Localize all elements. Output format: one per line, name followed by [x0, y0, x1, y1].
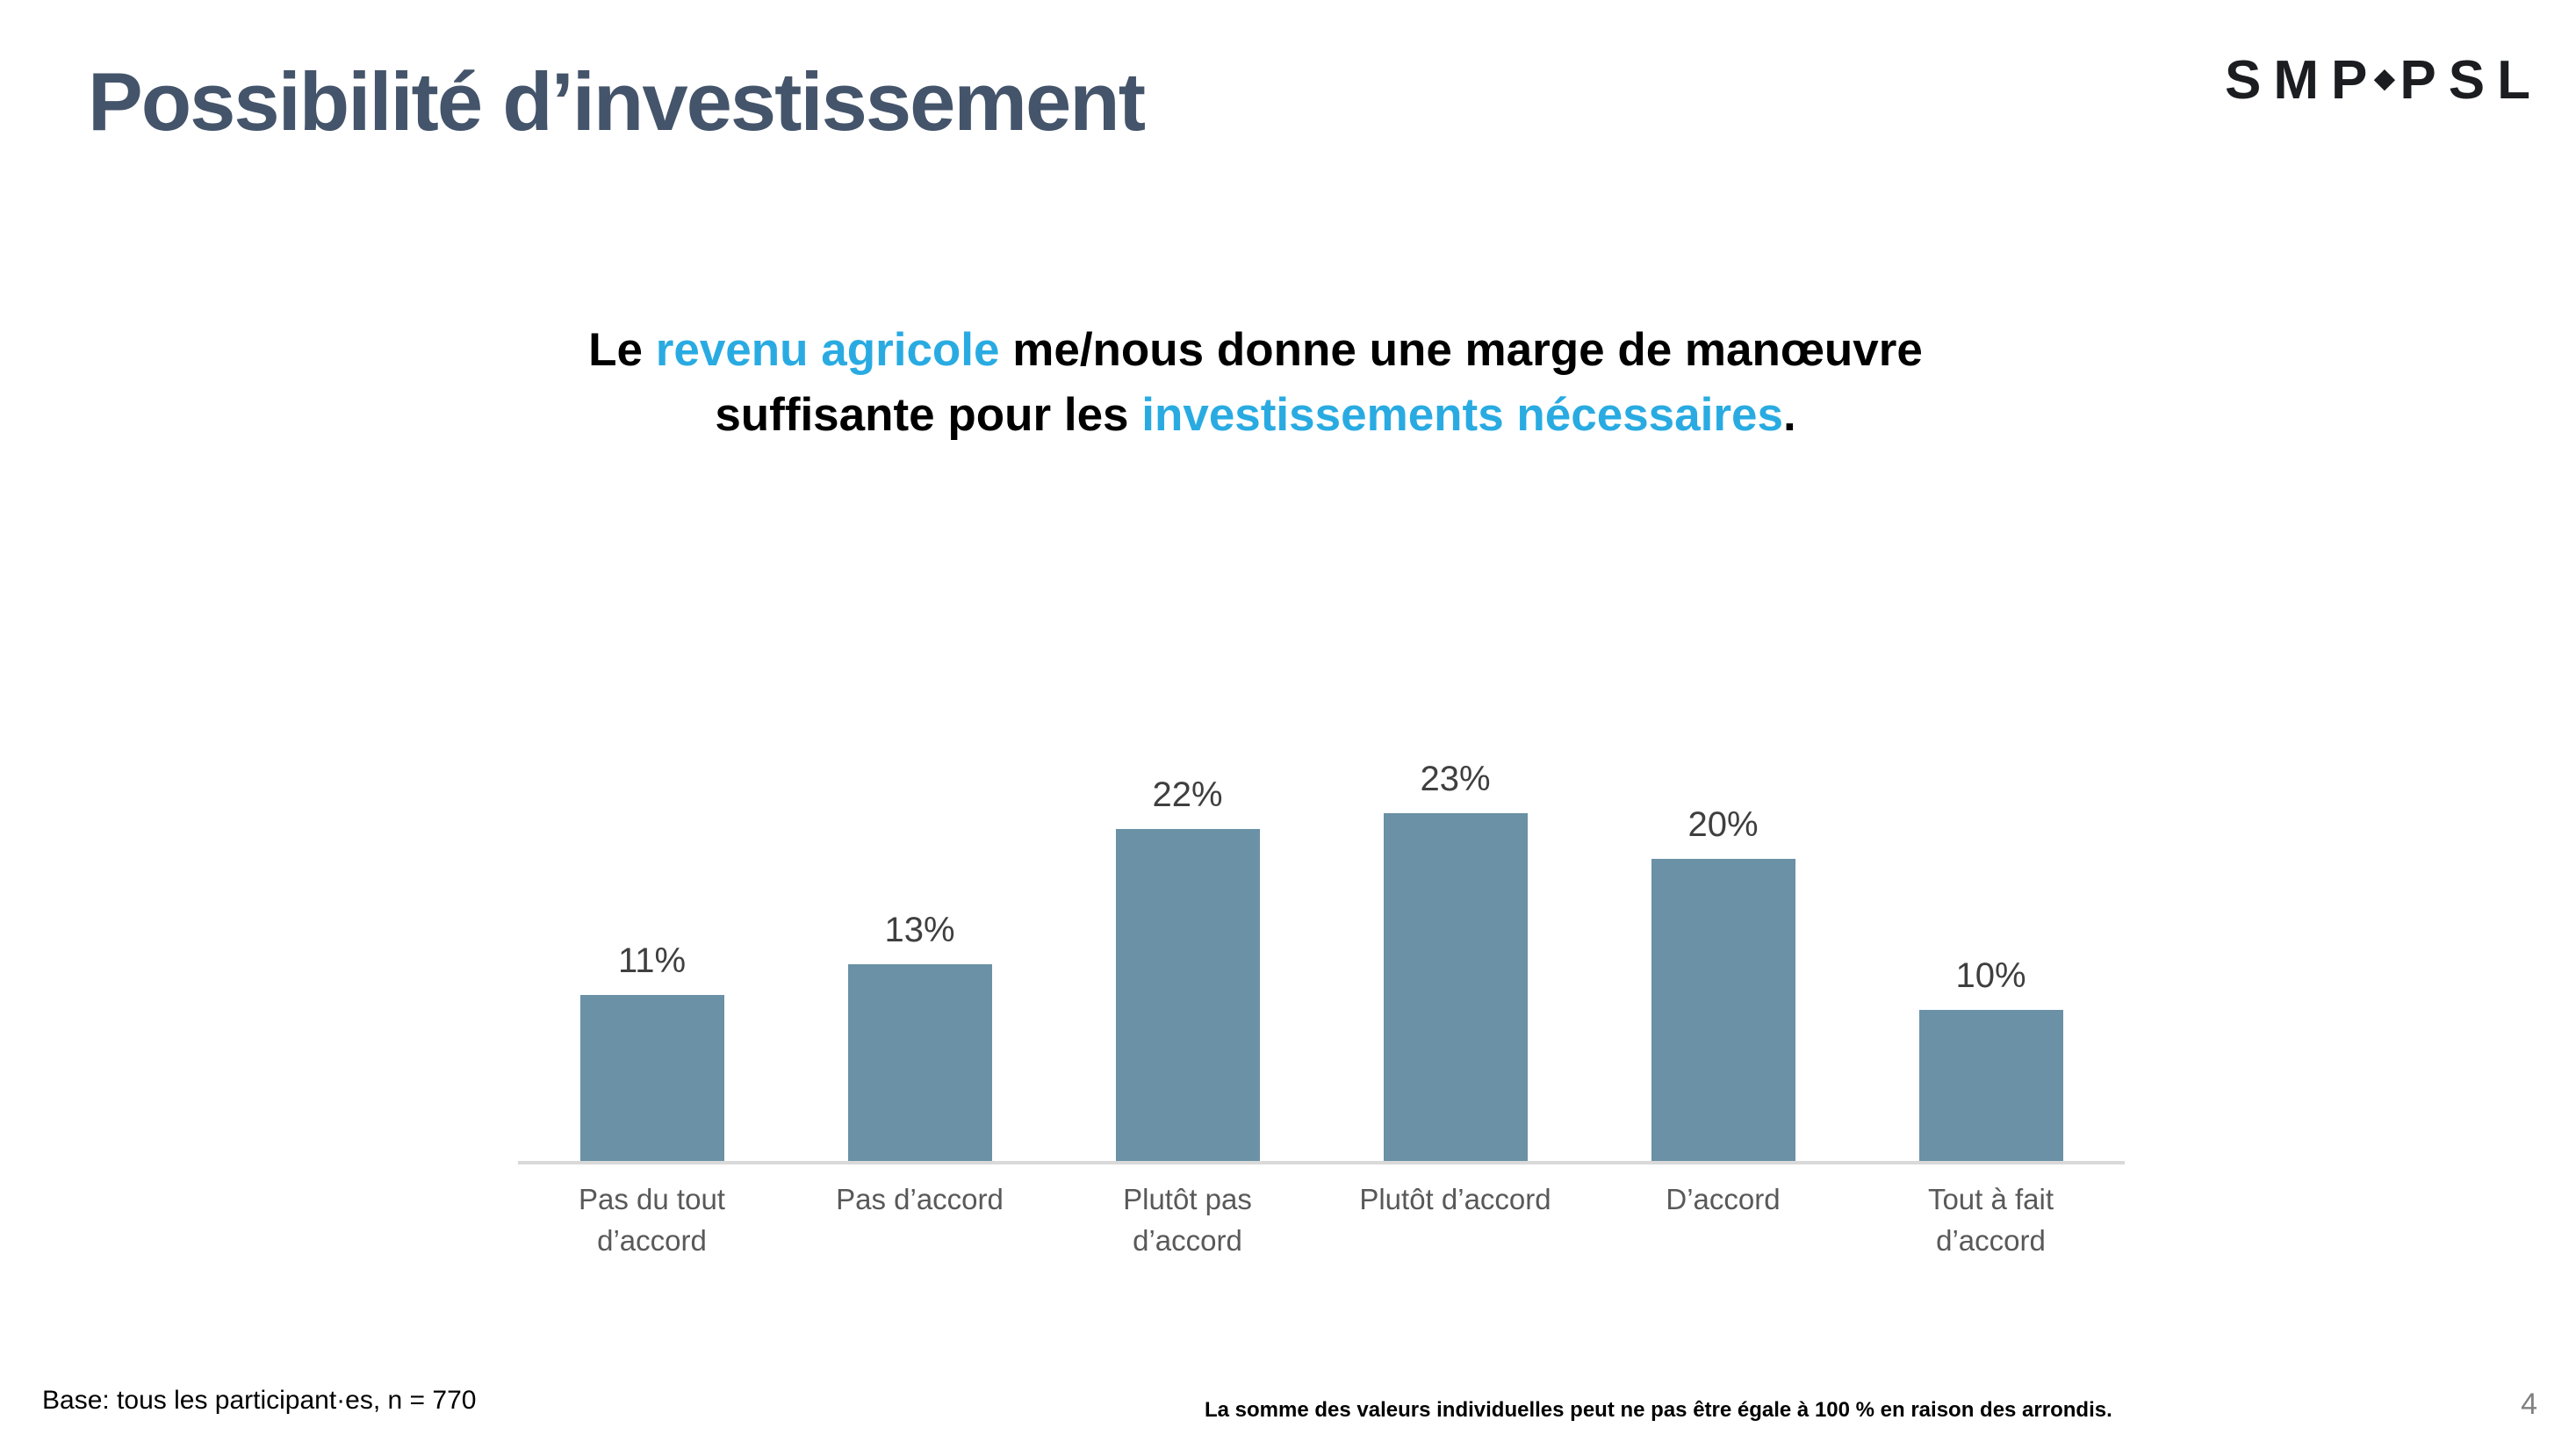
bar-slot: 11%	[518, 941, 786, 1161]
category-label: Plutôt d’accord	[1359, 1183, 1551, 1215]
question-accent-text: investissements nécessaires	[1141, 389, 1783, 441]
bar	[579, 995, 724, 1161]
category-label: Pas d’accord	[836, 1183, 1004, 1215]
bar	[1918, 1010, 2063, 1161]
footer-base-text: Base: tous les participant·es, n = 770	[42, 1386, 477, 1415]
chart-bars: 11% 13% 22% 23% 20% 10%	[518, 703, 2125, 1161]
logo-text-left: SMP	[2224, 50, 2380, 111]
bar-slot: 23%	[1321, 760, 1589, 1161]
footer-rounding-note: La somme des valeurs individuelles peut …	[1205, 1398, 2112, 1422]
bar	[847, 964, 992, 1161]
brand-logo: SMP ◆ PSL	[2225, 49, 2543, 112]
slide-title: Possibilité d’investissement	[88, 55, 1146, 148]
question-accent-text: revenu agricole	[655, 324, 1000, 376]
bar-value-label: 10%	[1955, 956, 2026, 995]
x-axis-line	[518, 1161, 2125, 1164]
bar-value-label: 23%	[1420, 760, 1491, 798]
chart-categories: Pas du tout d’accord Pas d’accord Plutôt p…	[518, 1179, 2125, 1261]
bar	[1115, 829, 1260, 1161]
question-text: me/nous donne une marge de manœuvre	[999, 324, 1923, 376]
page-number: 4	[2521, 1388, 2537, 1421]
bar-slot: 13%	[786, 911, 1054, 1161]
logo-text-right: PSL	[2400, 50, 2543, 111]
bar-value-label: 13%	[884, 911, 955, 949]
bar	[1651, 859, 1795, 1161]
question-text: suffisante pour les	[715, 389, 1142, 441]
question-line: Le revenu agricole me/nous donne une mar…	[0, 318, 2511, 383]
question-text: Le	[588, 324, 656, 376]
category-label: Pas du tout d’accord	[579, 1183, 725, 1257]
bar-value-label: 20%	[1687, 805, 1759, 844]
category-label: D’accord	[1666, 1183, 1781, 1215]
category-label: Tout à fait d’accord	[1927, 1183, 2054, 1257]
bar	[1383, 813, 1528, 1161]
bar-slot: 22%	[1054, 775, 1321, 1161]
bar-slot: 20%	[1589, 805, 1857, 1161]
question-text: .	[1782, 389, 1796, 441]
diamond-icon: ◆	[2374, 64, 2395, 93]
bar-value-label: 22%	[1152, 775, 1223, 814]
question: Le revenu agricole me/nous donne une mar…	[0, 318, 2511, 448]
bar-slot: 10%	[1857, 956, 2125, 1161]
category-label: Plutôt pas d’accord	[1123, 1183, 1252, 1257]
question-line: suffisante pour les investissements néce…	[0, 383, 2511, 448]
bar-value-label: 11%	[617, 941, 687, 980]
